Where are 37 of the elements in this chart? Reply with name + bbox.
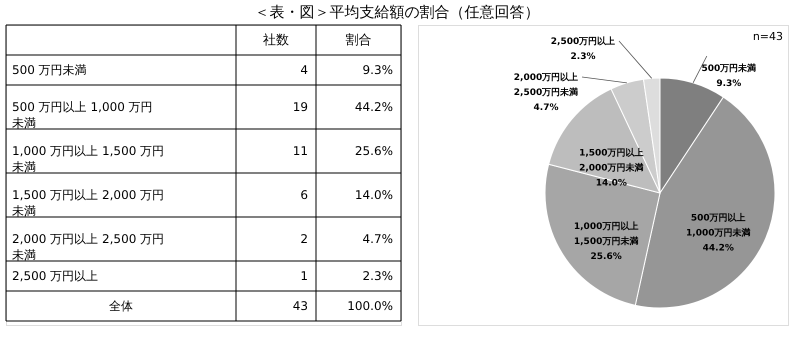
data-label: 2.3% [570,52,596,62]
data-label: 1 [300,269,308,283]
data-label: 9.3% [716,79,742,89]
slice-label: 1,500万円以上 2,000万円未満 [579,148,644,174]
data-label: 43 [292,299,308,313]
category-label: 全体 [109,299,133,313]
data-label: 14.0% [596,178,627,189]
category-label: 1,500 万円以上 2,000 万円未満 [12,188,164,218]
data-label: 100.0% [347,299,393,313]
slice-label: 500万円未満 [701,63,756,74]
data-label: 4 [300,63,308,77]
data-label: 44.2% [702,244,734,254]
data-label: 4.7% [534,103,558,113]
text: n=43 [752,30,783,43]
slice-label: 500万円以上 1,000万円未満 [686,212,750,239]
text: 社数 [263,33,289,48]
data-label: 6 [300,188,308,202]
data-label: 25.6% [354,144,393,158]
data-label: 44.2% [354,100,393,114]
category-label: 1,000 万円以上 1,500 万円未満 [12,144,164,174]
category-label: 500 万円以上 1,000 万円未満 [12,100,153,130]
data-label: 11 [292,144,308,158]
data-label: 9.3% [362,63,393,77]
text: ＜表・図＞平均支給額の割合（任意回答） [254,3,540,21]
data-label: 14.0% [354,188,393,202]
slice-label: 2,500万円以上 [550,36,616,47]
data-label: 2.3% [362,269,393,283]
data-label: 19 [292,100,308,114]
slice-label: 2,000万円以上 2,500万円未満 [514,72,578,98]
data-label: 25.6% [590,252,622,262]
text: 割合 [346,33,372,48]
category-label: 500 万円未満 [12,63,87,77]
category-label: 2,000 万円以上 2,500 万円未満 [12,232,164,262]
slice-label: 1,000万円以上 1,500万円未満 [574,221,638,248]
data-label: 4.7% [362,232,393,246]
data-label: 2 [300,232,308,246]
category-label: 2,500 万円以上 [12,269,98,283]
